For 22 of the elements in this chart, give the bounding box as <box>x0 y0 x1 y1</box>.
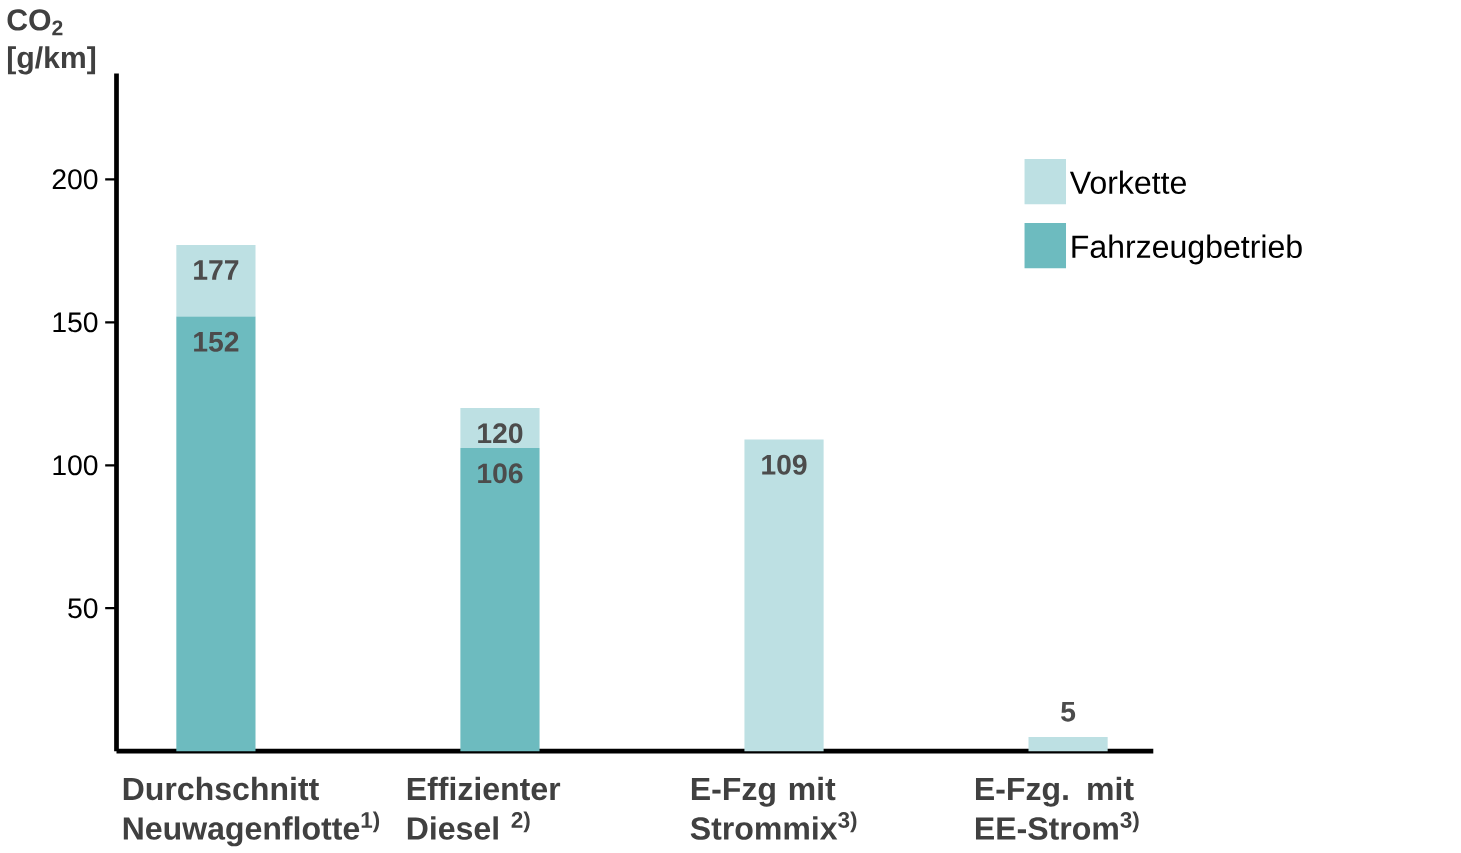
total-label: 5 <box>1061 702 1076 722</box>
total-label: 109 <box>762 454 807 475</box>
bar <box>176 245 256 317</box>
bar <box>1028 737 1108 752</box>
bar <box>460 448 540 752</box>
x-tick-label: Effizienter Diesel $^{2)}$ <box>407 776 561 841</box>
x-tick-label: Durchschnitt Neuwagenflotte$^{1)}$ <box>123 776 380 847</box>
y-axis-title: CO$_{2}$ [g/km] <box>7 9 96 75</box>
x-tick-label: E-Fzg. mit EE-Strom$^{3)}$ <box>975 776 1139 841</box>
legend-label: Fahrzeugbetrieb <box>1072 234 1302 265</box>
y-tick-label: 100 <box>53 455 98 476</box>
total-label: 177 <box>194 260 239 280</box>
y-tick-label: 50 <box>68 598 98 619</box>
bar <box>176 316 256 752</box>
x-tick-label: E-Fzg mit Strommix$^{3)}$ <box>690 776 857 841</box>
y-tick-label: 200 <box>52 169 98 190</box>
bar <box>744 439 824 752</box>
data-label: 152 <box>194 332 239 353</box>
legend-label: Vorkette <box>1069 170 1186 195</box>
y-tick-label: 150 <box>53 312 98 333</box>
data-label: 106 <box>478 463 523 484</box>
total-label: 120 <box>478 423 523 444</box>
